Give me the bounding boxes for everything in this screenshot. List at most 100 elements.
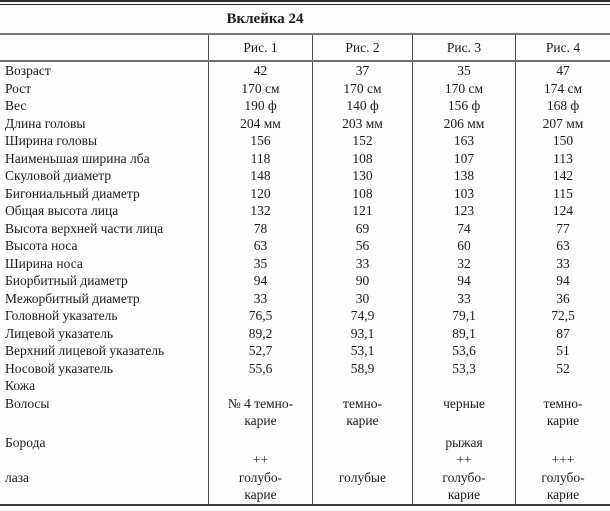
row-value-fig2 (312, 451, 412, 469)
row-value-fig1: 42 (208, 62, 312, 80)
row-label: Общая высота лица (5, 203, 119, 218)
row-value-fig3: 53,6 (412, 342, 515, 360)
table-row: Головной указатель 76,5 74,9 79,1 72,5 (0, 307, 610, 325)
title-divider-rule (0, 33, 610, 35)
table-row: Высота носа 63 56 60 63 (0, 237, 610, 255)
row-label: Возраст (5, 63, 51, 78)
row-value-fig1: 148 (208, 167, 312, 185)
row-value-fig2: 152 (312, 132, 412, 150)
row-value-fig1: 190 ф (208, 97, 312, 115)
row-label: Бигониальный диаметр (5, 185, 140, 201)
row-value-fig2: голубые (312, 468, 412, 504)
row-label: Волосы (5, 395, 50, 411)
row-value-fig2: 140 ф (312, 97, 412, 115)
row-value-fig2: 69 (312, 219, 412, 237)
column-header-fig2: Рис. 2 (312, 35, 412, 60)
row-value-fig4: 77 (515, 219, 610, 237)
row-value-fig3: 60 (412, 237, 515, 255)
row-value-fig1: 89,2 (208, 324, 312, 342)
header-empty-cell (0, 35, 208, 60)
table-row: лаза голубо- карие голубые голубо- карие… (0, 468, 610, 504)
row-value-fig4 (515, 377, 610, 395)
row-label: Межорбитный диаметр (5, 290, 140, 306)
table-row: Высота верхней части лица 78 69 74 77 (0, 219, 610, 237)
row-value-fig4: 72,5 (515, 307, 610, 325)
row-label: Длина головы (5, 115, 86, 131)
row-value-fig3: 138 (412, 167, 515, 185)
row-value-fig1 (208, 429, 312, 451)
row-value-fig1: 120 (208, 184, 312, 202)
row-value-fig4 (515, 429, 610, 451)
row-value-fig3: 79,1 (412, 307, 515, 325)
row-label: Ширина носа (5, 255, 83, 271)
row-value-fig2: темно- карие (312, 394, 412, 430)
table-row: Волосы № 4 темно- карие темно- карие чер… (0, 394, 610, 430)
row-label: Кожа (5, 378, 36, 393)
row-value-fig1: 52,7 (208, 342, 312, 360)
row-value-fig1: 35 (208, 254, 312, 272)
row-value-fig1: № 4 темно- карие (208, 394, 312, 430)
row-label: Верхний лицевой указатель (5, 343, 165, 358)
row-value-fig4: темно- карие (515, 394, 610, 430)
row-value-fig4: 124 (515, 202, 610, 220)
table-row: Биорбитный диаметр 94 90 94 94 (0, 272, 610, 290)
table-row: Возраст 42 37 35 47 (0, 62, 610, 80)
row-value-fig2: 33 (312, 254, 412, 272)
row-value-fig2: 74,9 (312, 307, 412, 325)
row-label: Высота носа (5, 238, 78, 253)
row-value-fig1: 76,5 (208, 307, 312, 325)
row-value-fig1: голубо- карие (208, 468, 312, 504)
row-value-fig2 (312, 377, 412, 395)
table-body: Возраст 42 37 35 47 Рост 170 см 170 см 1… (0, 62, 610, 504)
row-label: Вес (5, 98, 27, 113)
row-value-fig2: 90 (312, 272, 412, 290)
row-value-fig4: 142 (515, 167, 610, 185)
row-value-fig1: 118 (208, 149, 312, 167)
column-header-fig1: Рис. 1 (208, 35, 312, 60)
row-label: Высота верхней части лица (5, 220, 164, 236)
row-value-fig1: 78 (208, 219, 312, 237)
row-value-fig4: 168 ф (515, 97, 610, 115)
row-value-fig4: 36 (515, 289, 610, 307)
header-divider-rule (0, 60, 610, 62)
row-label: Головной указатель (5, 308, 118, 323)
row-value-fig4: 207 мм (515, 114, 610, 132)
row-value-fig4: 47 (515, 62, 610, 80)
row-value-fig3: 170 см (412, 79, 515, 97)
row-value-fig4: +++ (515, 451, 610, 469)
row-label (0, 451, 208, 469)
table-row: Носовой указатель 55,6 58,9 53,3 52 (0, 359, 610, 377)
table-row: Скуловой диаметр 148 130 138 142 (0, 167, 610, 185)
row-value-fig4: 33 (515, 254, 610, 272)
row-value-fig2: 58,9 (312, 359, 412, 377)
row-value-fig1 (208, 377, 312, 395)
row-value-fig3: 163 (412, 132, 515, 150)
row-value-fig4: 87 (515, 324, 610, 342)
table-row: Борода рыжая (0, 429, 610, 451)
row-value-fig4: 150 (515, 132, 610, 150)
row-value-fig3: 103 (412, 184, 515, 202)
bottom-rule (0, 503, 610, 506)
row-value-fig3: 33 (412, 289, 515, 307)
row-value-fig4: голубо- карие (515, 468, 610, 504)
row-value-fig3 (412, 377, 515, 395)
row-value-fig3: ++ (412, 451, 515, 469)
row-value-fig4: 113 (515, 149, 610, 167)
top-double-rule (0, 0, 610, 5)
row-value-fig3: рыжая (412, 429, 515, 451)
row-value-fig4: 174 см (515, 79, 610, 97)
row-value-fig3: 206 мм (412, 114, 515, 132)
row-label: Рост (5, 80, 32, 96)
row-value-fig1: 63 (208, 237, 312, 255)
row-value-fig1: 94 (208, 272, 312, 290)
row-value-fig1: 170 см (208, 79, 312, 97)
row-value-fig1: 204 мм (208, 114, 312, 132)
row-value-fig2: 108 (312, 149, 412, 167)
row-value-fig1: ++ (208, 451, 312, 469)
table-row: Бигониальный диаметр 120 108 103 115 (0, 184, 610, 202)
table-row: Общая высота лица 132 121 123 124 (0, 202, 610, 220)
row-value-fig2: 37 (312, 62, 412, 80)
row-value-fig3: 53,3 (412, 359, 515, 377)
table-row: Длина головы 204 мм 203 мм 206 мм 207 мм (0, 114, 610, 132)
row-value-fig4: 63 (515, 237, 610, 255)
